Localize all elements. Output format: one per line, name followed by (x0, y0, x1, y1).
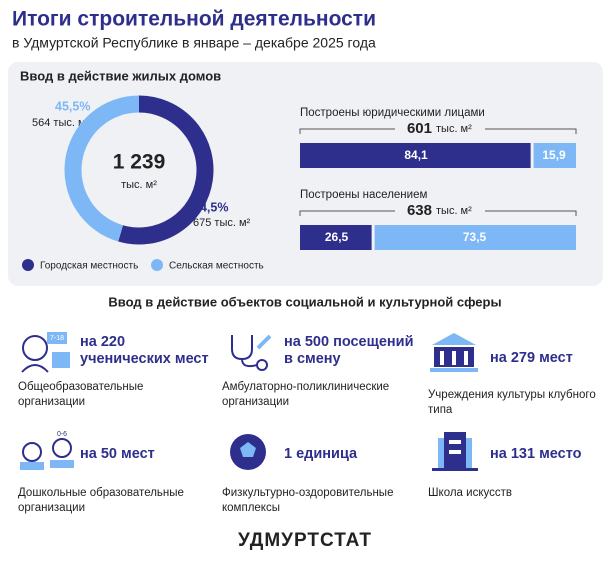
bar-label: Построены населением (300, 189, 427, 201)
social-caption: Амбулаторно-поликлинические организации (222, 381, 390, 408)
donut-segment (64, 95, 140, 242)
donut-total: 1 239 (113, 151, 166, 174)
bar-value: 26,5 (325, 230, 349, 244)
bar-label: Построены юридическими лицами (300, 107, 485, 119)
panel-title: Ввод в действие жилых домов (20, 68, 221, 83)
bar-segment (374, 225, 576, 250)
social-value: на 50 мест (80, 446, 155, 462)
social-caption: Дошкольные образовательные организации (18, 487, 184, 514)
brand: УДМУРТСТАТ (238, 530, 372, 551)
section-title: Ввод в действие объектов социальной и ку… (108, 294, 501, 309)
bar-value: 15,9 (542, 148, 566, 162)
bar-unit: тыс. м² (436, 123, 472, 135)
social-value: на 131 место (490, 446, 582, 462)
icon-badge: 0-6 (57, 431, 67, 438)
social-value: на 220 ученических мест (80, 334, 209, 367)
social-value: на 279 мест (490, 350, 573, 366)
legend-label: Сельская местность (169, 261, 264, 272)
bar-segment (533, 143, 576, 168)
icon-kindergarten (20, 438, 74, 470)
bar-unit: тыс. м² (436, 205, 472, 217)
bracket-bg (395, 202, 485, 218)
urban-area: 675 тыс. м² (193, 217, 251, 229)
rural-share: 45,5% (55, 99, 90, 113)
social-caption: Физкультурно-оздоровительные комплексы (222, 487, 394, 514)
icon-sport (230, 434, 266, 470)
bar-total: 601 (407, 120, 432, 137)
bar-segment (300, 143, 531, 168)
icon-art-school (432, 432, 478, 471)
social-value: на 500 посещений в смену (284, 334, 414, 367)
donut-unit: тыс. м² (121, 179, 157, 191)
icon-culture (430, 333, 478, 372)
social-caption: Учреждения культуры клубного типа (428, 389, 596, 416)
icon-school (21, 332, 70, 373)
subtitle: в Удмуртской Республике в январе – декаб… (12, 35, 376, 51)
bar-value: 84,1 (404, 148, 428, 162)
bar-segment (300, 225, 372, 250)
title: Итоги строительной деятельности (12, 8, 376, 31)
bar-total: 638 (407, 202, 432, 219)
icon-badge: 7-18 (50, 335, 64, 342)
legend-swatch (22, 259, 34, 271)
bracket-bg (395, 120, 485, 136)
legend-swatch (151, 259, 163, 271)
social-caption: Общеобразовательные организации (18, 381, 144, 408)
bar-value: 73,5 (463, 230, 487, 244)
social-value: 1 единица (284, 446, 358, 462)
icon-clinic (231, 334, 272, 371)
rural-area: 564 тыс. м² (32, 117, 90, 129)
panel (8, 62, 603, 286)
donut-segment (118, 95, 214, 245)
social-caption: Школа искусств (428, 487, 512, 499)
legend-label: Городская местность (40, 261, 138, 272)
